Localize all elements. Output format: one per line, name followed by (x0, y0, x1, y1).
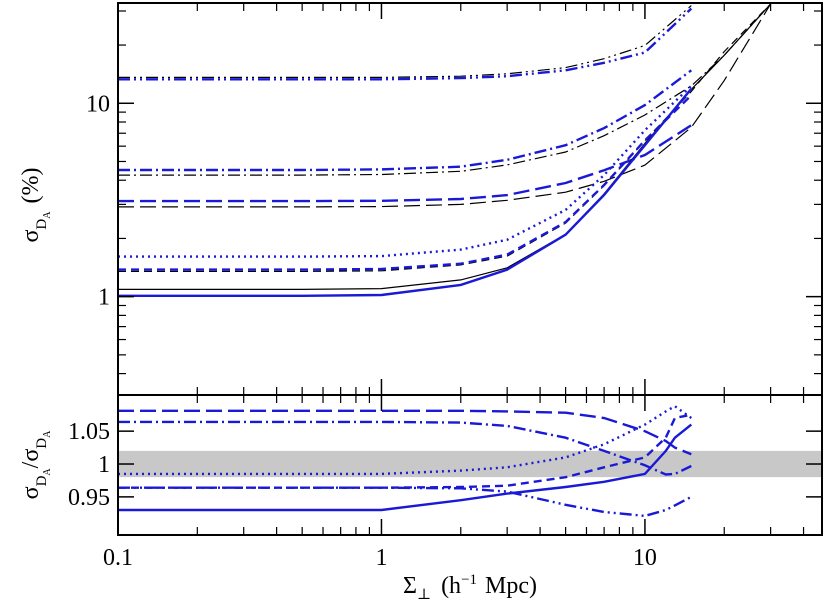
x-label-part: ⊥ (417, 587, 431, 603)
series-line (118, 420, 692, 476)
series-line (118, 486, 692, 518)
series-line (118, 5, 692, 78)
plot-frame (117, 394, 823, 536)
y-label-part: A (42, 468, 53, 476)
series-line (118, 413, 692, 489)
y-label-part: D (34, 475, 50, 486)
y-label-part: A (42, 211, 53, 219)
y-label-part: /σ (18, 449, 44, 469)
y-tick-label: 1 (98, 285, 110, 311)
bottom-panel: 0.1 1 10 0.95 1 1.05 (68, 394, 823, 571)
x-tick-label: 10 (633, 545, 657, 571)
x-tick-label: 0.1 (103, 545, 133, 571)
y-label-part: (%) (18, 168, 44, 204)
y-tick-label: 1.05 (68, 419, 110, 445)
series-line (118, 409, 692, 456)
y-label-part: σ (18, 230, 44, 243)
y-axis-label: σDA/σDA (18, 430, 53, 499)
x-axis-label: Σ⊥ (h−1 Mpc) (403, 572, 537, 603)
series-line (118, 69, 693, 172)
series-line (118, 423, 693, 512)
y-label-part: D (34, 438, 50, 449)
y-label-part: A (42, 430, 53, 438)
reference-band (118, 450, 822, 478)
y-tick-label: 10 (86, 91, 110, 117)
plot-area (118, 404, 693, 518)
top-panel: 1 10 (86, 2, 823, 396)
series-line (118, 87, 693, 297)
y-tick-label: 1 (98, 452, 110, 478)
x-label-part: Mpc) (485, 573, 537, 599)
y-axis-label: σDA (%) (18, 168, 53, 243)
series-line (118, 3, 772, 176)
series-line (118, 124, 692, 203)
plot-area (118, 3, 772, 297)
x-label-part: (h (441, 573, 461, 599)
x-label-part: Σ (403, 573, 417, 599)
series-line (118, 85, 693, 258)
series-line (118, 3, 772, 208)
x-tick-label: 1 (375, 545, 387, 571)
series-line (118, 7, 693, 81)
series-line (118, 3, 772, 290)
y-tick-label: 0.95 (68, 485, 110, 511)
y-label-part: σ (18, 486, 44, 499)
series-line (118, 94, 693, 271)
x-label-part: −1 (461, 572, 477, 588)
y-label-part: D (34, 219, 50, 230)
